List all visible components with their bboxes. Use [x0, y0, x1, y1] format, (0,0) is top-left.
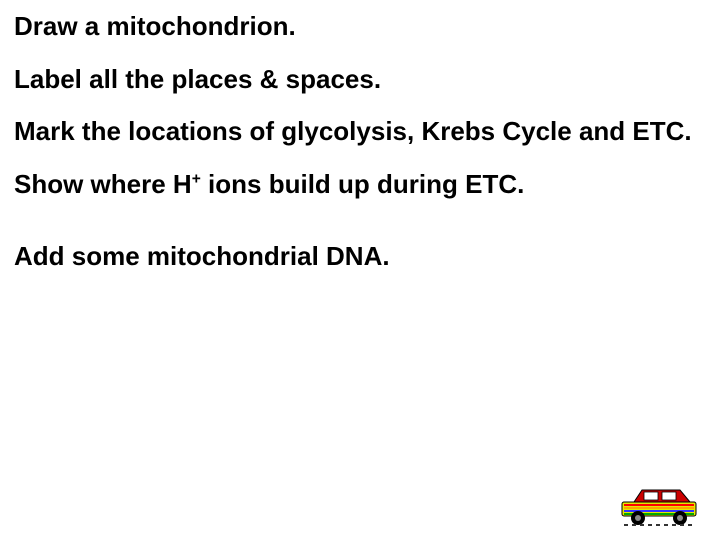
instruction-line-4-sup: +: [192, 170, 201, 187]
instruction-line-3: Mark the locations of glycolysis, Krebs …: [14, 115, 706, 148]
car-stripe-2: [624, 507, 694, 509]
car-icon: [620, 482, 698, 526]
spacer: [14, 95, 706, 115]
spacer: [14, 43, 706, 63]
car-hub-front: [677, 515, 683, 521]
instruction-line-2: Label all the places & spaces.: [14, 63, 706, 96]
instruction-line-4-pre: Show where H: [14, 169, 192, 199]
instruction-line-4: Show where H+ ions build up during ETC.: [14, 168, 706, 201]
spacer: [14, 200, 706, 220]
instruction-line-4-post: ions build up during ETC.: [201, 169, 525, 199]
spacer: [14, 220, 706, 240]
instruction-line-5: Add some mitochondrial DNA.: [14, 240, 706, 273]
car-icon-svg: [620, 482, 698, 526]
spacer: [14, 148, 706, 168]
car-window-right: [662, 492, 676, 500]
car-stripe-3: [624, 510, 694, 512]
car-window-left: [644, 492, 658, 500]
car-stripe-1: [624, 504, 694, 506]
car-hub-rear: [635, 515, 641, 521]
instruction-line-1: Draw a mitochondrion.: [14, 10, 706, 43]
slide-body: Draw a mitochondrion. Label all the plac…: [0, 0, 720, 540]
